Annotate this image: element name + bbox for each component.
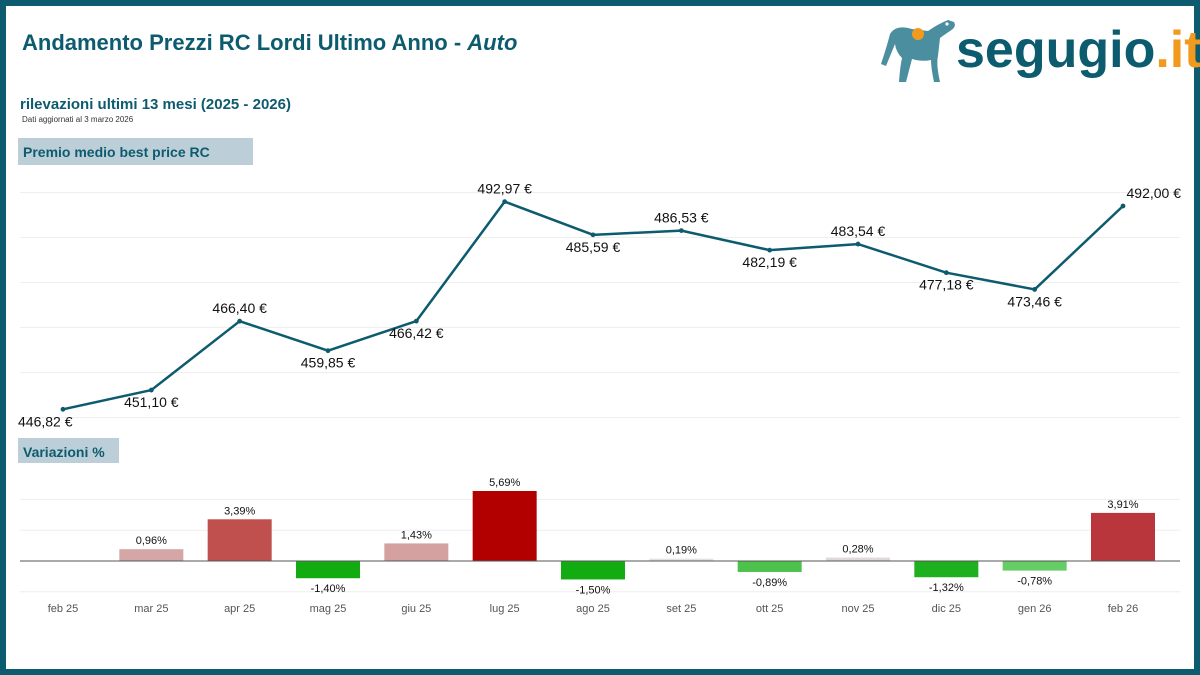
variation-label: 3,91% xyxy=(1107,499,1138,511)
price-point xyxy=(1120,203,1126,209)
variation-label: 1,43% xyxy=(401,529,432,541)
variation-label: -1,40% xyxy=(311,583,346,595)
price-point xyxy=(678,228,684,234)
variation-bar xyxy=(384,543,449,561)
variation-bar xyxy=(737,561,802,572)
bar-chart-title: Variazioni % xyxy=(18,438,119,463)
x-tick-label: gen 26 xyxy=(1018,603,1052,615)
price-label: 451,10 € xyxy=(124,394,179,410)
variation-label: -0,78% xyxy=(1017,576,1052,588)
price-label: 459,85 € xyxy=(301,355,356,371)
price-point xyxy=(148,387,154,393)
variation-bar xyxy=(649,558,714,561)
x-tick-label: nov 25 xyxy=(841,603,874,615)
price-label: 477,18 € xyxy=(919,277,974,293)
variation-bar xyxy=(296,561,360,579)
price-label: 492,97 € xyxy=(477,181,532,197)
price-label: 485,59 € xyxy=(566,239,621,255)
price-point xyxy=(413,318,419,324)
x-tick-label: mar 25 xyxy=(134,603,168,615)
price-label: 486,53 € xyxy=(654,210,709,226)
variation-bar xyxy=(119,549,184,561)
variation-label: 0,96% xyxy=(136,535,167,547)
price-point xyxy=(943,270,949,276)
variation-label: 0,28% xyxy=(842,544,873,556)
x-tick-label: mag 25 xyxy=(310,603,347,615)
variation-label: 5,69% xyxy=(489,477,520,489)
price-label: 473,46 € xyxy=(1007,293,1062,309)
dog-icon xyxy=(881,20,955,82)
title-main: Andamento Prezzi RC Lordi Ultimo Anno - xyxy=(22,30,468,55)
variation-label: -0,89% xyxy=(752,577,787,589)
page-title: Andamento Prezzi RC Lordi Ultimo Anno - … xyxy=(22,30,517,56)
x-tick-label: feb 25 xyxy=(48,603,79,615)
price-label: 492,00 € xyxy=(1127,185,1182,201)
line-chart-title: Premio medio best price RC xyxy=(18,138,253,165)
variation-bar xyxy=(561,561,625,580)
variation-label: -1,50% xyxy=(576,584,611,596)
segugio-logo: segugio.it xyxy=(878,12,1200,92)
x-tick-label: giu 25 xyxy=(401,603,431,615)
price-point xyxy=(767,247,773,253)
price-point xyxy=(325,348,331,354)
price-point xyxy=(502,199,508,205)
title-emphasis: Auto xyxy=(467,30,518,55)
x-tick-label: feb 26 xyxy=(1108,603,1139,615)
x-tick-label: ott 25 xyxy=(756,603,784,615)
price-label: 483,54 € xyxy=(831,223,886,239)
variation-bar xyxy=(826,557,890,561)
x-tick-label: apr 25 xyxy=(224,603,255,615)
price-label: 446,82 € xyxy=(18,413,73,429)
price-point xyxy=(590,232,596,238)
price-point xyxy=(855,241,861,247)
variation-bar xyxy=(472,491,537,561)
price-point xyxy=(237,318,243,324)
price-point xyxy=(1032,287,1038,292)
logo-text: segugio.it xyxy=(956,21,1200,79)
variation-bar xyxy=(1091,512,1155,561)
x-tick-label: lug 25 xyxy=(490,603,520,615)
price-label: 466,42 € xyxy=(389,325,444,341)
variation-bar xyxy=(1002,561,1067,571)
variation-label: 3,39% xyxy=(224,505,255,517)
variation-label: -1,32% xyxy=(929,582,964,594)
variation-bar xyxy=(914,561,979,578)
x-tick-label: dic 25 xyxy=(932,603,961,615)
variation-bar xyxy=(207,519,272,561)
subtitle: rilevazioni ultimi 13 mesi (2025 - 2026) xyxy=(20,96,291,113)
update-date: Dati aggiornati al 3 marzo 2026 xyxy=(22,115,134,124)
price-label: 482,19 € xyxy=(742,254,797,270)
price-point xyxy=(60,406,66,412)
variation-label: 0,19% xyxy=(666,545,697,557)
price-label: 466,40 € xyxy=(212,300,267,316)
x-tick-label: set 25 xyxy=(666,603,696,615)
x-tick-label: ago 25 xyxy=(576,603,610,615)
